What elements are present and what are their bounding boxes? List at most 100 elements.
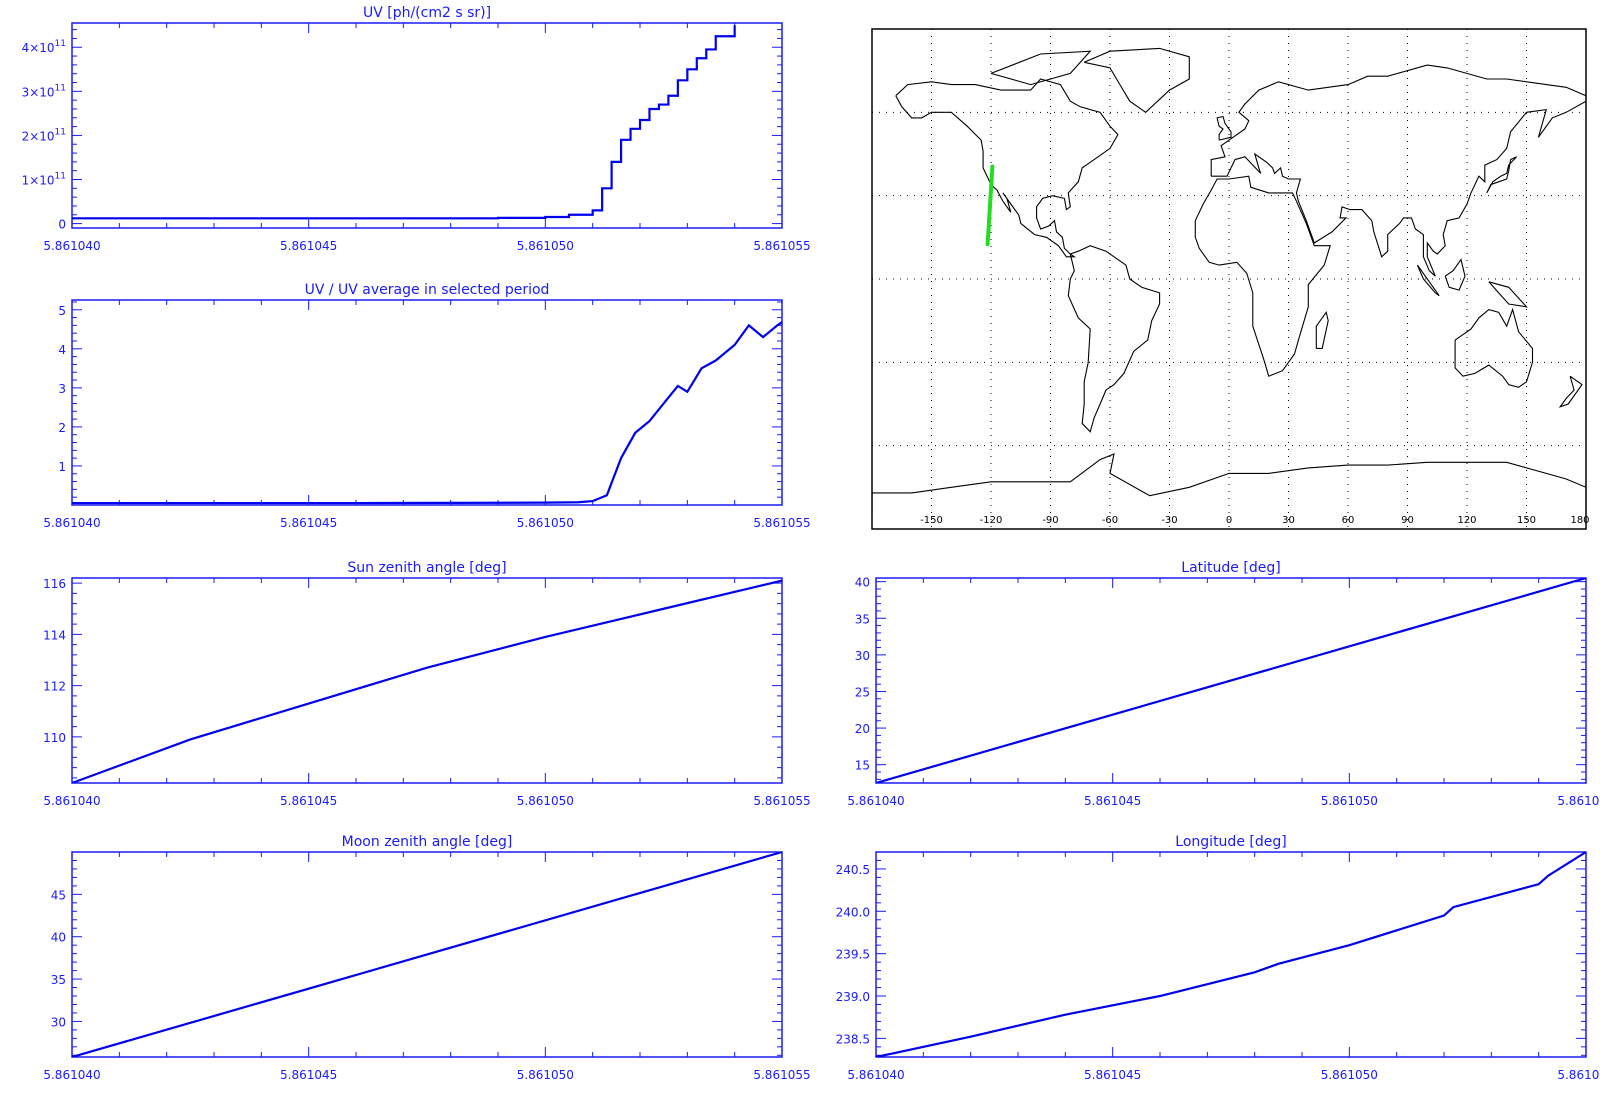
y-tick-label: 1: [58, 460, 66, 474]
chart-title: Latitude [deg]: [1181, 560, 1280, 576]
coastline-japan: [1486, 156, 1517, 194]
coastline-antarctica: [872, 453, 1586, 513]
map-lon-label: -30: [1161, 515, 1177, 526]
plot-frame: [71, 577, 783, 784]
series-line: [72, 25, 736, 220]
series-line: [876, 578, 1586, 783]
y-tick-label: 239.0: [836, 990, 870, 1004]
chart-latitude: Latitude [deg] 5.861040 5.861045 5.861050 5.…: [847, 560, 1600, 808]
y-tick-label: 35: [51, 973, 66, 987]
series-line: [876, 852, 1586, 1057]
y-tick-label: 25: [855, 685, 870, 699]
coastline-new-zealand: [1558, 375, 1583, 408]
x-tick-label: 5.861045: [280, 239, 337, 253]
x-tick-label: 5.861055: [1557, 1068, 1600, 1082]
map-lon-label: 60: [1342, 515, 1355, 526]
chart-moon_zenith: Moon zenith angle [deg] 5.861040 5.861045 5…: [43, 834, 810, 1082]
chart-title: UV / UV average in selected period: [305, 282, 550, 298]
plot-frame: [71, 22, 783, 229]
coastline-africa: [1194, 175, 1331, 377]
map-lon-label: 150: [1517, 515, 1536, 526]
y-tick-label: 240.0: [836, 905, 870, 919]
y-tick-label: 2: [58, 421, 66, 435]
x-tick-label: 5.861040: [847, 1068, 904, 1082]
x-tick-label: 5.861045: [280, 516, 337, 530]
y-tick-label: 112: [43, 680, 66, 694]
x-tick-label: 5.861045: [1084, 1068, 1141, 1082]
x-tick-label: 5.861040: [43, 794, 100, 808]
y-tick-label: 3: [58, 382, 66, 396]
coastline-arctic-islands: [990, 50, 1092, 86]
plot-frame: [71, 299, 783, 506]
coastline-north-america: [895, 78, 1119, 258]
y-tick-label: 4×1011: [22, 39, 66, 55]
map-lon-label: -150: [920, 515, 943, 526]
chart-uv_ratio: UV / UV average in selected period 5.8610…: [43, 282, 810, 530]
coastline-eurasia: [1210, 64, 1586, 277]
map-lon-label: 90: [1401, 515, 1414, 526]
y-tick-label: 4: [58, 343, 66, 357]
map-lon-label: -60: [1102, 515, 1118, 526]
y-tick-label: 238.5: [836, 1032, 870, 1046]
map-lon-label: -90: [1042, 515, 1058, 526]
y-tick-label: 2×1011: [22, 127, 66, 143]
x-tick-label: 5.861055: [753, 794, 810, 808]
plot-frame: [875, 851, 1587, 1058]
x-tick-label: 5.861050: [517, 794, 574, 808]
x-tick-label: 5.861040: [43, 1068, 100, 1082]
y-tick-label: 30: [51, 1015, 66, 1029]
x-tick-label: 5.861040: [43, 516, 100, 530]
map-lon-label: 30: [1282, 515, 1295, 526]
x-tick-label: 5.861050: [1321, 1068, 1378, 1082]
y-tick-label: 110: [43, 731, 66, 745]
y-tick-label: 40: [51, 931, 66, 945]
y-tick-label: 15: [855, 759, 870, 773]
map-lon-label: 0: [1226, 515, 1232, 526]
y-tick-label: 114: [43, 628, 66, 642]
x-tick-label: 5.861050: [1321, 794, 1378, 808]
coastline-madagascar: [1315, 310, 1329, 349]
y-tick-label: 116: [43, 577, 66, 591]
coastline-indonesia: [1416, 264, 1440, 297]
x-tick-label: 5.861050: [517, 516, 574, 530]
chart-title: Longitude [deg]: [1175, 834, 1286, 850]
x-tick-label: 5.861050: [517, 1068, 574, 1082]
coastline-uk: [1216, 115, 1232, 141]
chart-title: UV [ph/(cm2 s sr)]: [363, 5, 491, 21]
world-map: -150 -120 -90 -60 -30 0 30 60 90 120 150 180: [871, 28, 1590, 530]
x-tick-label: 5.861055: [753, 239, 810, 253]
chart-title: Sun zenith angle [deg]: [347, 560, 506, 576]
y-tick-label: 3×1011: [22, 83, 66, 99]
satellite-track: [985, 164, 995, 247]
y-tick-label: 1×1011: [22, 172, 66, 188]
chart-title: Moon zenith angle [deg]: [342, 834, 513, 850]
x-tick-label: 5.861045: [280, 794, 337, 808]
coastline-new-guinea: [1488, 281, 1528, 308]
chart-sun_zenith: Sun zenith angle [deg] 5.861040 5.861045 5.…: [43, 560, 811, 808]
plot-frame: [71, 851, 783, 1058]
y-tick-label: 20: [855, 722, 870, 736]
y-tick-label: 240.5: [836, 863, 870, 877]
map-lon-label: -120: [980, 515, 1003, 526]
x-tick-label: 5.861040: [43, 239, 100, 253]
x-tick-label: 5.861055: [753, 516, 810, 530]
x-tick-label: 5.861055: [753, 1068, 810, 1082]
x-tick-label: 5.861055: [1557, 794, 1600, 808]
series-line: [72, 301, 782, 505]
map-lon-label: 120: [1457, 515, 1476, 526]
x-tick-label: 5.861045: [1084, 794, 1141, 808]
coastline-south-america: [1067, 245, 1161, 433]
y-tick-label: 5: [58, 304, 66, 318]
y-tick-label: 239.5: [836, 948, 870, 962]
y-tick-label: 30: [855, 649, 870, 663]
chart-uv: UV [ph/(cm2 s sr)] 5.861040 5.861045 5.8610…: [22, 5, 811, 253]
coastline-australia: [1454, 307, 1534, 388]
coastline-greenland: [1083, 47, 1190, 114]
chart-longitude: Longitude [deg] 5.861040 5.861045 5.861050 5…: [836, 834, 1600, 1082]
map-lon-label: 180: [1570, 515, 1589, 526]
y-tick-label: 40: [855, 576, 870, 590]
series-line: [72, 579, 782, 783]
series-line: [72, 852, 782, 1057]
x-tick-label: 5.861045: [280, 1068, 337, 1082]
